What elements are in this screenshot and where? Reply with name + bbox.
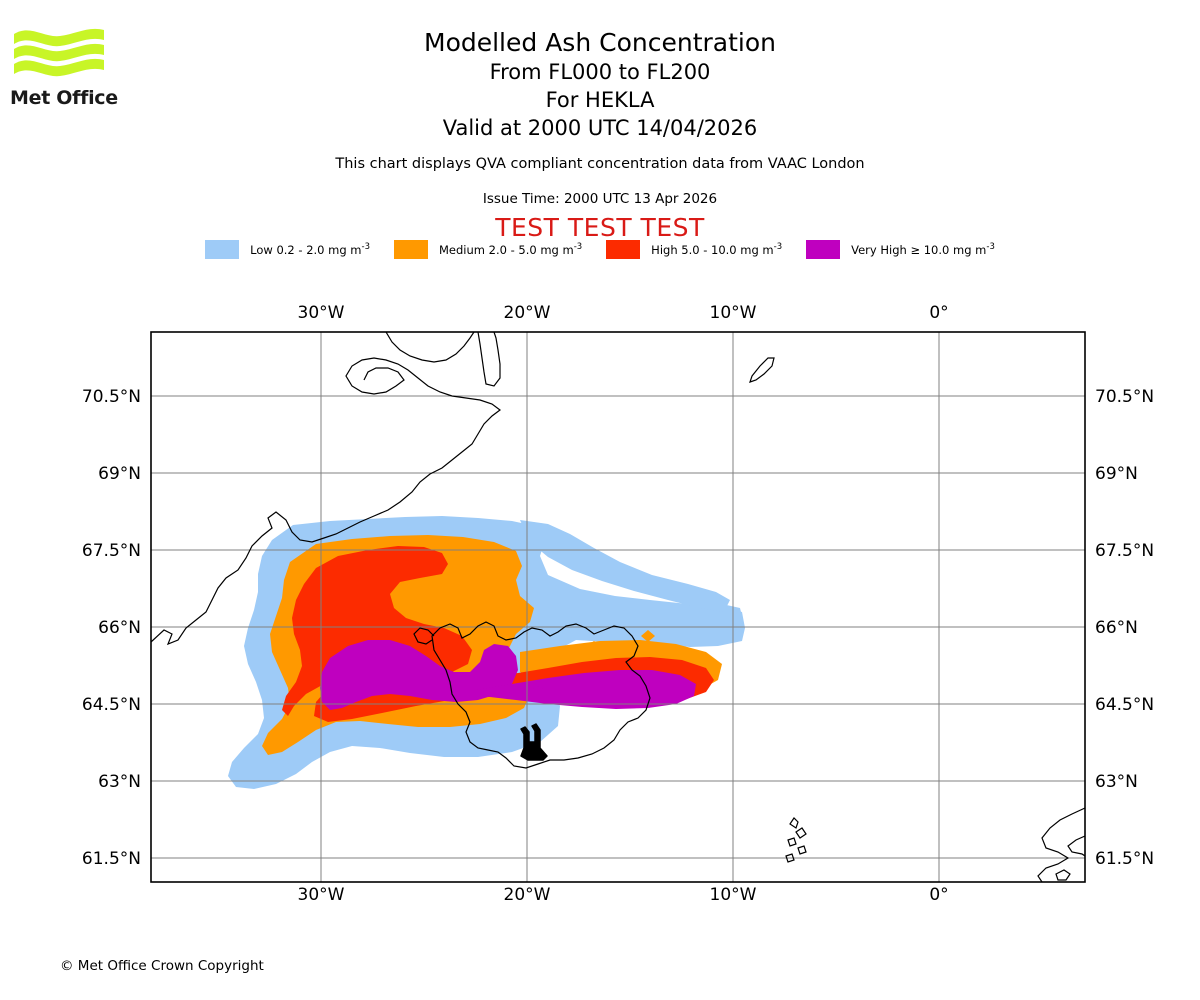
contour-low-east-tail — [548, 604, 744, 646]
ytick-right-67p5: 67.5°N — [1095, 541, 1154, 561]
xtick-top-20w: 20°W — [504, 303, 551, 323]
flight-level-line: From FL000 to FL200 — [489, 60, 711, 84]
xtick-top-10w: 10°W — [710, 303, 757, 323]
legend-swatch-high — [606, 240, 641, 259]
coastline-jan-mayen — [749, 357, 775, 383]
test-banner: TEST TEST TEST — [495, 213, 705, 242]
legend-item-very-high: Very High ≥ 10.0 mg m-3 — [806, 240, 995, 259]
xtick-bottom-0: 0° — [929, 885, 948, 905]
ytick-left-69: 69°N — [98, 464, 141, 484]
contour-low-ne-lobe — [520, 520, 730, 612]
legend-item-medium: Medium 2.0 - 5.0 mg m-3 — [393, 240, 583, 259]
ytick-left-64p5: 64.5°N — [82, 695, 141, 715]
contour-very-high-east — [476, 670, 696, 709]
xtick-bottom-30w: 30°W — [298, 885, 345, 905]
legend-label-very-high: Very High ≥ 10.0 mg m-3 — [851, 242, 995, 257]
coastline-greenland — [151, 357, 501, 646]
coastline-greenland-inlet — [477, 332, 501, 387]
xtick-bottom-10w: 10°W — [710, 885, 757, 905]
ytick-right-64p5: 64.5°N — [1095, 695, 1154, 715]
x-axis-labels-top: 30°W 20°W 10°W 0° — [298, 303, 949, 323]
chart-title-block: Modelled Ash Concentration From FL000 to… — [0, 28, 1200, 142]
medium-speck-2 — [588, 641, 600, 650]
coastline-norway — [1037, 807, 1085, 882]
ytick-right-66: 66°N — [1095, 618, 1138, 638]
x-axis-labels-bottom: 30°W 20°W 10°W 0° — [298, 885, 949, 905]
ytick-left-66: 66°N — [98, 618, 141, 638]
issue-time: Issue Time: 2000 UTC 13 Apr 2026 — [482, 191, 718, 207]
legend-label-medium: Medium 2.0 - 5.0 mg m-3 — [438, 242, 583, 257]
xtick-top-30w: 30°W — [298, 303, 345, 323]
volcano-marker — [520, 723, 548, 761]
page-title: Modelled Ash Concentration — [424, 28, 776, 57]
ytick-right-69: 69°N — [1095, 464, 1138, 484]
ash-contours — [228, 516, 745, 789]
coastline-shetland — [1055, 869, 1071, 881]
coastline-iceland-nw-fjords — [413, 627, 435, 645]
legend-label-low: Low 0.2 - 2.0 mg m-3 — [250, 242, 370, 257]
legend-label-high: High 5.0 - 10.0 mg m-3 — [651, 242, 783, 257]
ytick-right-63: 63°N — [1095, 772, 1138, 792]
coastlines — [151, 332, 1085, 882]
y-axis-labels-right: 70.5°N 69°N 67.5°N 66°N 64.5°N 63°N 61.5… — [1095, 387, 1154, 869]
coastline-norway-upper — [1067, 835, 1085, 857]
coastline-greenland-north — [385, 332, 475, 363]
legend-swatch-very-high — [806, 240, 841, 259]
medium-speck-1 — [641, 630, 655, 642]
ytick-left-70p5: 70.5°N — [82, 387, 141, 407]
contour-very-high — [320, 640, 518, 710]
contour-very-high-speck — [533, 686, 543, 693]
coastline-faroe-islands — [785, 817, 807, 863]
legend-item-low: Low 0.2 - 2.0 mg m-3 — [205, 240, 370, 259]
coastline-iceland — [431, 621, 651, 769]
ytick-left-67p5: 67.5°N — [82, 541, 141, 561]
ytick-left-61p5: 61.5°N — [82, 849, 141, 869]
met-office-wordmark: Met Office — [10, 87, 118, 109]
map-frame — [150, 331, 1086, 883]
qva-note: This chart displays QVA compliant concen… — [335, 156, 865, 172]
legend-item-high: High 5.0 - 10.0 mg m-3 — [606, 240, 782, 259]
ytick-right-70p5: 70.5°N — [1095, 387, 1154, 407]
copyright-notice: © Met Office Crown Copyright — [60, 958, 264, 974]
met-office-wave-icon — [14, 28, 104, 77]
valid-time-line: Valid at 2000 UTC 14/04/2026 — [442, 116, 758, 140]
volcano-name-line: For HEKLA — [545, 88, 655, 112]
y-axis-labels-left: 70.5°N 69°N 67.5°N 66°N 64.5°N 63°N 61.5… — [82, 387, 141, 869]
xtick-top-0: 0° — [929, 303, 948, 323]
ytick-right-61p5: 61.5°N — [1095, 849, 1154, 869]
legend-swatch-low — [205, 240, 240, 259]
volcano-glyph-icon — [520, 723, 548, 761]
legend-swatch-medium — [393, 240, 428, 259]
concentration-legend: Low 0.2 - 2.0 mg m-3 Medium 2.0 - 5.0 mg… — [0, 240, 1200, 259]
met-office-logo: Met Office — [10, 22, 190, 109]
ytick-left-63: 63°N — [98, 772, 141, 792]
xtick-bottom-20w: 20°W — [504, 885, 551, 905]
